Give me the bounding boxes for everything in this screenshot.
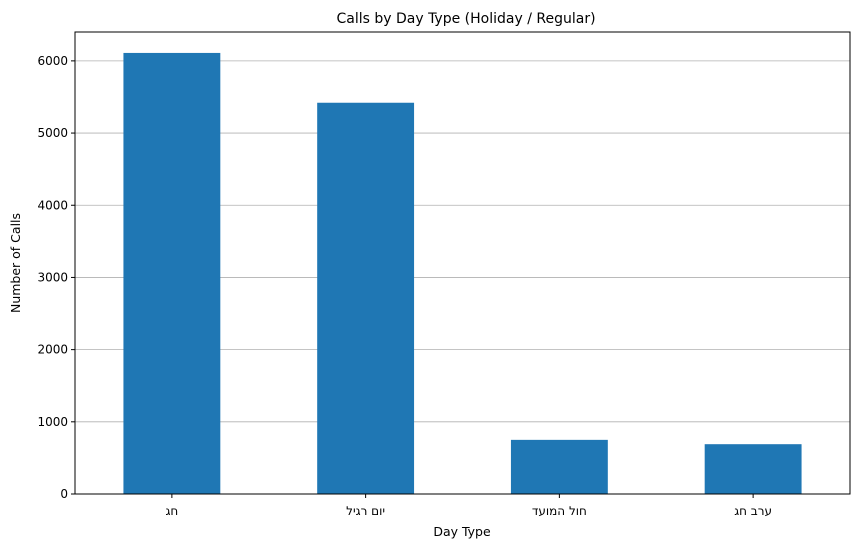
bar — [317, 102, 415, 495]
bars-layer — [123, 52, 802, 495]
axes-layer — [74, 31, 851, 495]
chart-title: Calls by Day Type (Holiday / Regular) — [336, 11, 595, 27]
x-tick-label: ערב חג — [734, 504, 772, 518]
y-axis-ticks: 0 1000 2000 3000 4000 5000 6000 — [37, 54, 75, 501]
x-tick-label: חג — [165, 504, 178, 518]
y-tick-label: 0 — [60, 487, 68, 501]
bar — [704, 444, 802, 494]
y-tick-label: 5000 — [37, 126, 68, 140]
y-tick-label: 3000 — [37, 270, 68, 284]
y-tick-label: 6000 — [37, 54, 68, 68]
x-tick-label: יום רגיל — [346, 504, 385, 518]
y-tick-label: 4000 — [37, 198, 68, 212]
plot-frame — [74, 31, 851, 495]
y-tick-label: 1000 — [37, 415, 68, 429]
bar — [123, 52, 221, 494]
y-tick-label: 2000 — [37, 343, 68, 357]
bar — [510, 439, 608, 494]
x-axis-label: Day Type — [433, 524, 491, 539]
x-axis-ticks: חג יום רגיל חול המועד ערב חג — [165, 494, 772, 518]
y-axis-label: Number of Calls — [8, 213, 23, 313]
x-tick-label: חול המועד — [532, 504, 587, 518]
